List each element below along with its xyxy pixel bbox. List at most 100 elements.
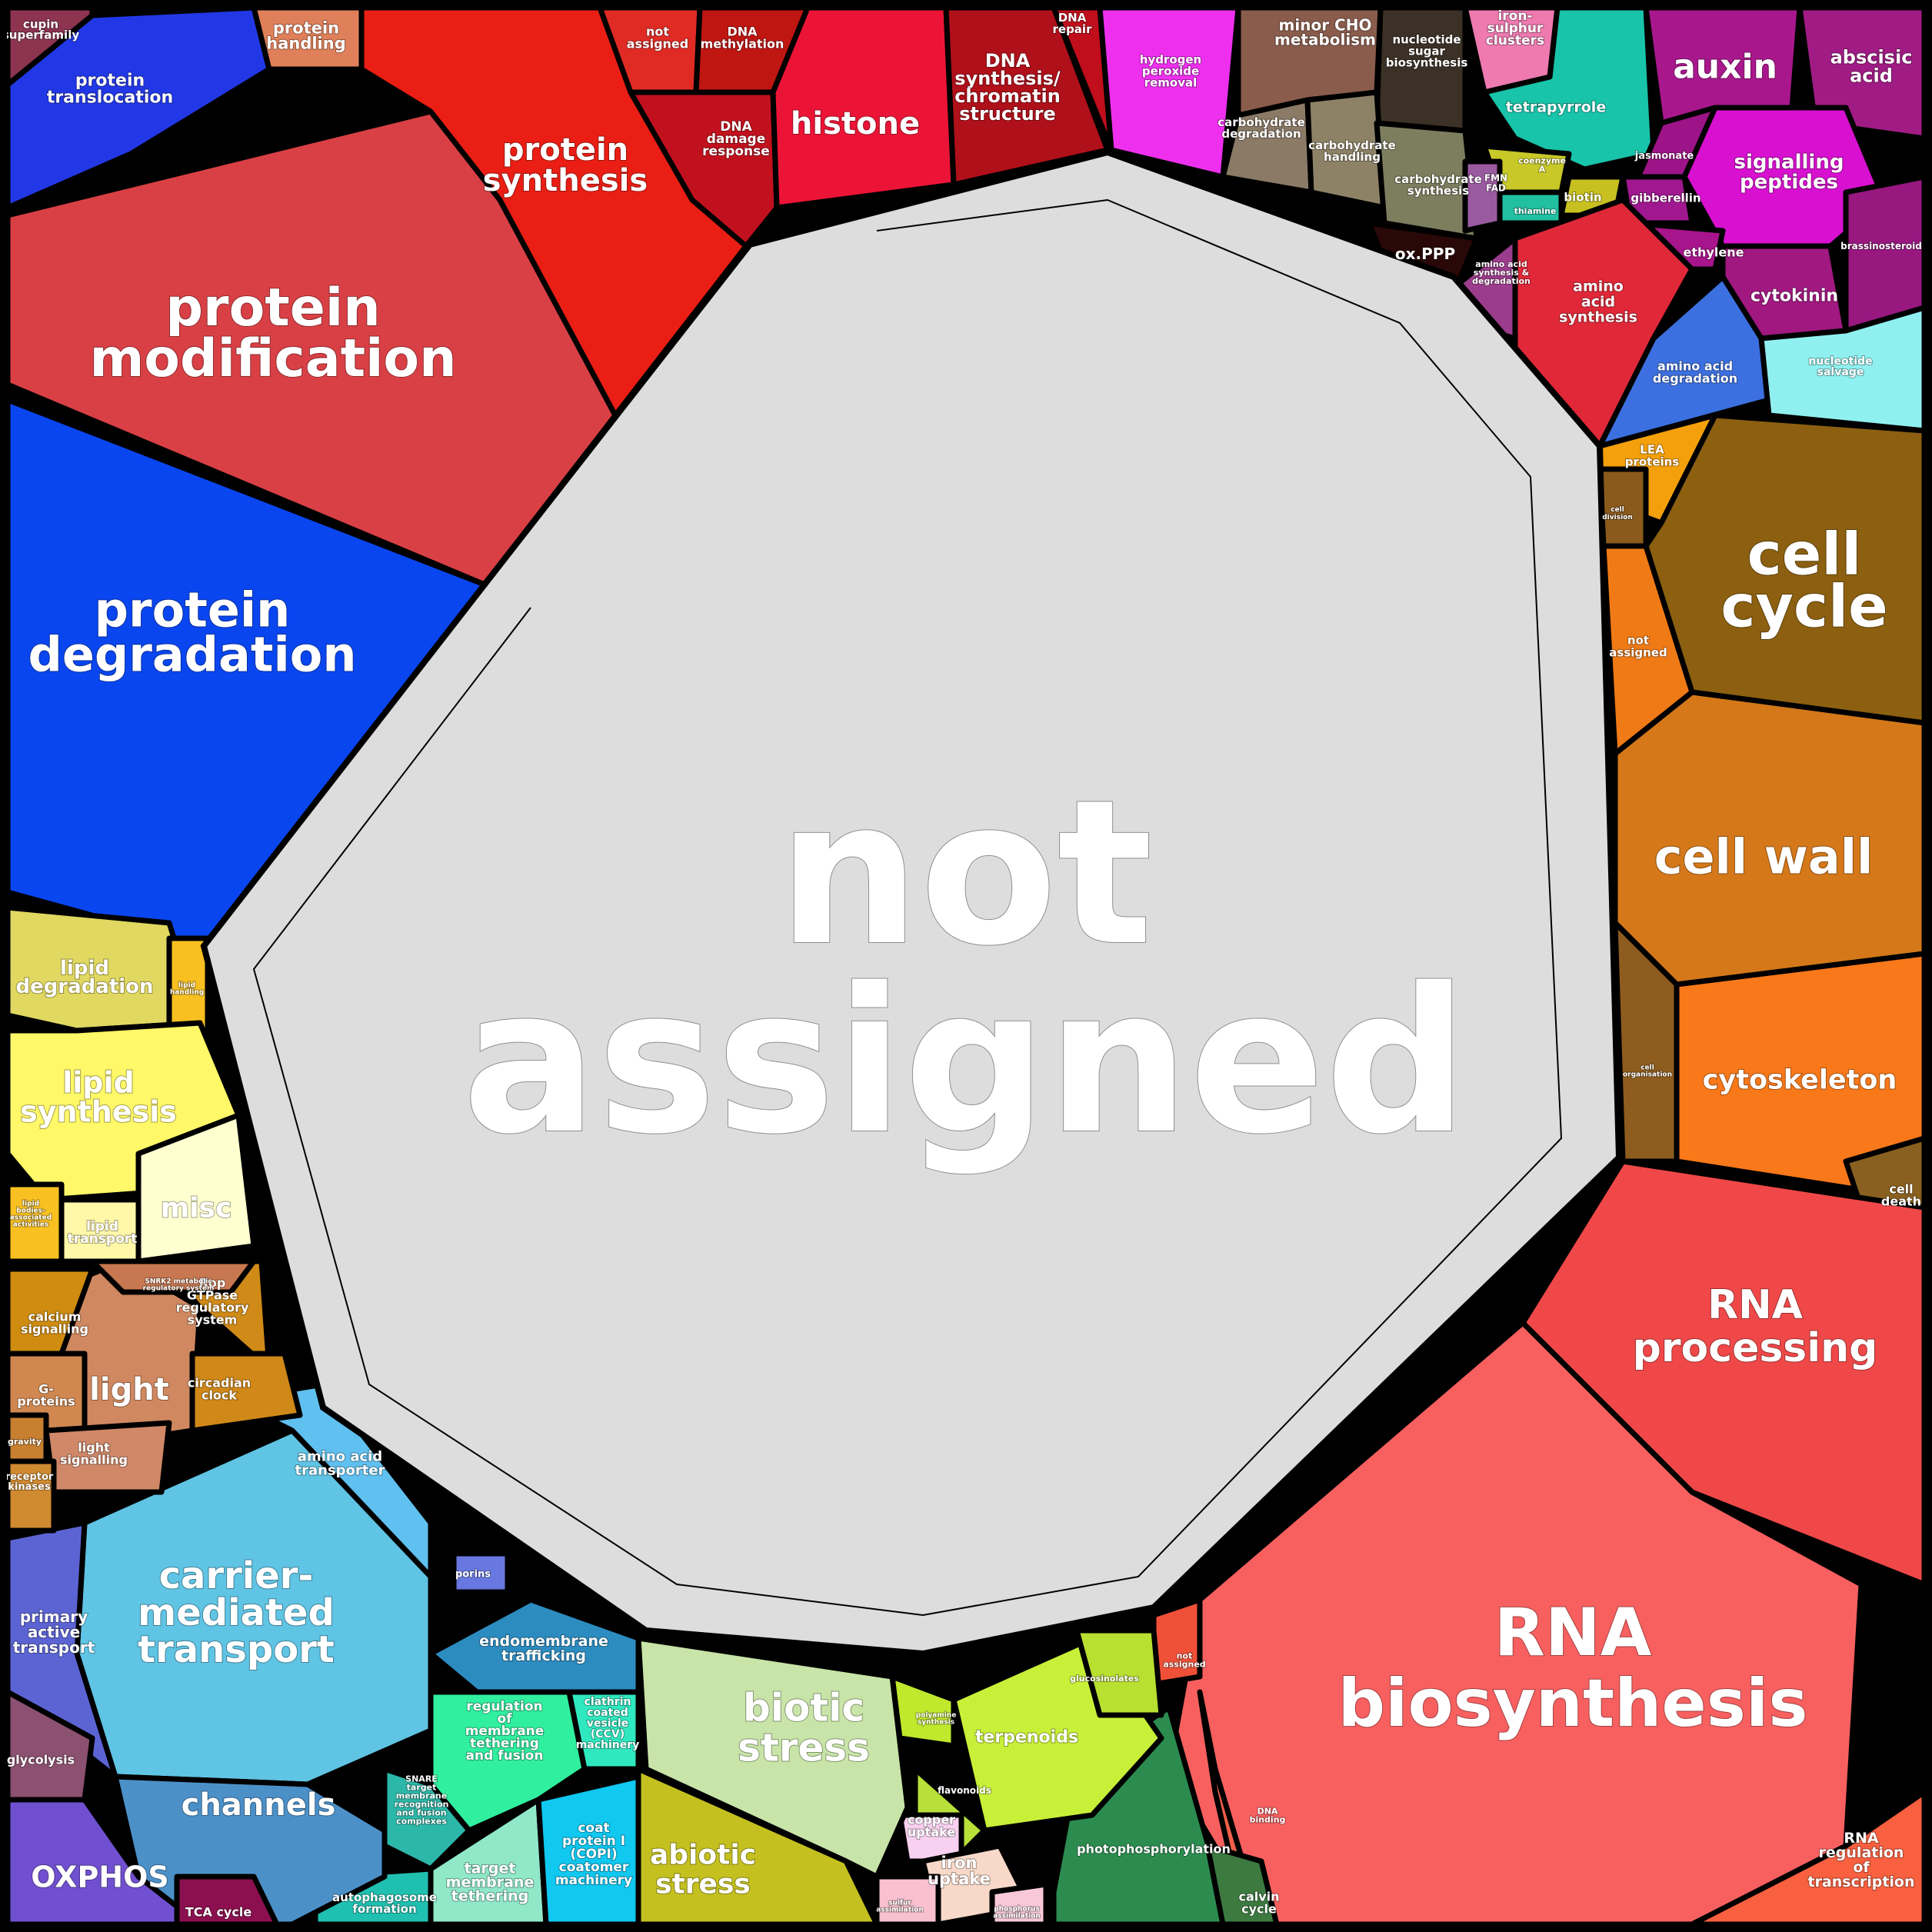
brassinosteroid-label-line: brassinosteroid — [1840, 241, 1922, 251]
cell-cycle-label-line: cell — [1747, 520, 1862, 588]
histone-region — [770, 5, 957, 211]
calvin-cycle-label-line: cycle — [1241, 1902, 1277, 1917]
endomembrane-trafficking-label: endomembrane trafficking — [479, 1633, 608, 1664]
g-proteins-label-line: G- — [38, 1382, 54, 1397]
target-membrane-tethering-label: target membrane tethering — [446, 1860, 535, 1905]
copper-uptake-label-line: copper — [908, 1813, 955, 1827]
histone-label: histone — [791, 106, 920, 142]
lea-proteins-label-line: proteins — [1625, 455, 1680, 468]
carbohydrate-degradation-label-line: carbohydrate — [1217, 115, 1305, 129]
lipid-transport-label: lipid transport — [68, 1219, 138, 1247]
not-assigned-rb-label-line: not — [1177, 1651, 1193, 1661]
lipid-transport-label-line: transport — [68, 1231, 138, 1247]
hydrogen-peroxide-label-line: peroxide — [1142, 64, 1199, 78]
porins-label: porins — [455, 1569, 491, 1581]
nucleotide-sugar-label-line: nucleotide — [1392, 32, 1461, 46]
coenzyme-a-label: coenzyme A — [1518, 155, 1566, 174]
biotic-stress-label-line: biotic — [743, 1686, 864, 1730]
rna-regulation-label-line: RNA — [1844, 1830, 1879, 1847]
cell-division-label: cell division — [1602, 506, 1633, 521]
cell-organisation-label-line: cell — [1641, 1064, 1654, 1072]
amino-acid-synth-deg-label: amino acid synthesis & degradation — [1472, 259, 1531, 286]
ethylene-label: ethylene — [1684, 245, 1744, 260]
tetrapyrrole-label-line: tetrapyrrole — [1506, 99, 1606, 116]
g-proteins-label-line: proteins — [17, 1394, 75, 1409]
abiotic-stress-label-line: abiotic — [650, 1840, 756, 1871]
light-signalling-label-line: light — [78, 1441, 110, 1455]
nucleotide-salvage-label-line: nucleotide — [1808, 355, 1872, 368]
carbohydrate-handling-label: carbohydrate handling — [1308, 138, 1396, 164]
misc-label: misc — [161, 1193, 232, 1224]
cytokinin-label: cytokinin — [1750, 287, 1838, 306]
dna-methylation-label: DNA methylation — [701, 25, 784, 52]
hydrogen-peroxide-label: hydrogen peroxide removal — [1140, 52, 1202, 89]
cupin-superfamily-label-line: superfamily — [2, 28, 79, 42]
tetrapyrrole-label: tetrapyrrole — [1506, 99, 1606, 116]
minor-cho-label-line: minor CHO — [1279, 16, 1372, 35]
misc-region — [135, 1112, 257, 1264]
coenzyme-a-label-line: coenzyme — [1518, 155, 1566, 165]
copi-label-line: coatomer — [559, 1860, 629, 1875]
phosphorus-assimilation-label-line: assimilation — [993, 1913, 1040, 1920]
cell-division-label-line: cell — [1611, 506, 1624, 514]
auxin-label: auxin — [1673, 47, 1777, 86]
copi-label: coat protein I (COPI) coatomer machinery — [555, 1820, 632, 1888]
nucleotide-sugar-label: nucleotide sugar biosynthesis — [1386, 32, 1468, 69]
hydrogen-peroxide-label-line: removal — [1144, 75, 1198, 89]
rop-gtpase-label: Rop GTPase regulatory system — [176, 1276, 249, 1327]
rna-processing-label-line: RNA — [1707, 1282, 1803, 1328]
dna-damage-response-label-line: damage — [707, 132, 766, 147]
dna-binding-label-line: DNA — [1257, 1806, 1278, 1816]
target-membrane-tethering-label-line: membrane — [446, 1874, 535, 1891]
sulfur-assimilation-label-line: assimilation — [876, 1907, 923, 1914]
protein-handling-label: protein handling — [266, 18, 345, 52]
polyamine-label-line: polyamine — [916, 1712, 957, 1720]
center-label-line1: not — [778, 758, 1153, 990]
cell-death-label: cell death — [1881, 1182, 1921, 1209]
rop-gtpase-label-line: system — [188, 1313, 238, 1327]
carbohydrate-synthesis-label: carbohydrate synthesis — [1394, 172, 1482, 198]
calvin-cycle-region — [1204, 1843, 1280, 1927]
sulfur-assimilation-region — [874, 1874, 941, 1927]
center-label-line2: assigned — [462, 946, 1468, 1178]
ox-ppp-label-line: ox.PPP — [1395, 245, 1455, 263]
amino-acid-synthesis-label-line: acid — [1581, 294, 1615, 311]
lipid-handling-label-line: handling — [170, 989, 204, 997]
abscisic-acid-label-line: abscisic — [1830, 46, 1913, 68]
amino-acid-synth-deg-label-line: synthesis & — [1474, 268, 1530, 278]
biotin-label-line: biotin — [1564, 190, 1601, 204]
autophagosome-label: autophagosome formation — [332, 1890, 437, 1916]
polyamine-label: polyamine synthesis — [916, 1712, 957, 1727]
not-assigned-rb-label: not assigned — [1163, 1651, 1205, 1669]
rna-regulation-label-line: regulation — [1819, 1844, 1904, 1861]
protein-handling-label-line: protein — [273, 18, 339, 37]
lipid-degradation-label: lipid degradation — [15, 957, 153, 998]
not-assigned-top-label-line: assigned — [627, 37, 688, 52]
dna-synthesis-label: DNA synthesis/chromatin structure — [954, 50, 1061, 125]
lipid-degradation-label-line: lipid — [60, 957, 109, 980]
snare-label-line: membrane — [396, 1790, 447, 1800]
dna-synthesis-label-line: synthesis/ — [954, 68, 1061, 89]
cell-death-label-line: cell — [1889, 1182, 1913, 1197]
clathrin-label-line: clathrin — [585, 1696, 631, 1708]
rna-biosynthesis-label-line: RNA — [1494, 1594, 1652, 1671]
protein-modification-label-line: protein — [165, 278, 380, 338]
glucosinolates-label: glucosinolates — [1070, 1674, 1139, 1684]
not-assigned-center-region — [200, 148, 1623, 1657]
cell-cycle-label: cell cycle — [1720, 520, 1887, 641]
ethylene-label-line: ethylene — [1684, 245, 1744, 260]
amino-acid-transporter-label-line: amino acid — [298, 1448, 382, 1464]
abscisic-acid-label: abscisic acid — [1830, 46, 1913, 86]
lipid-synthesis-label-line: synthesis — [20, 1094, 177, 1128]
signalling-peptides-label-line: peptides — [1740, 171, 1838, 194]
copi-region — [535, 1774, 641, 1927]
carbohydrate-handling-label-line: carbohydrate — [1308, 138, 1396, 152]
carbohydrate-degradation-label-line: degradation — [1221, 127, 1301, 141]
calcium-signalling-label-line: signalling — [21, 1322, 88, 1337]
not-assigned-rb-region — [1151, 1597, 1203, 1687]
tca-cycle-label: TCA cycle — [185, 1905, 251, 1920]
biotic-stress-label: biotic stress — [738, 1686, 870, 1770]
clathrin-label-line: machinery — [576, 1739, 640, 1751]
terpenoids-label-line: terpenoids — [975, 1728, 1078, 1747]
